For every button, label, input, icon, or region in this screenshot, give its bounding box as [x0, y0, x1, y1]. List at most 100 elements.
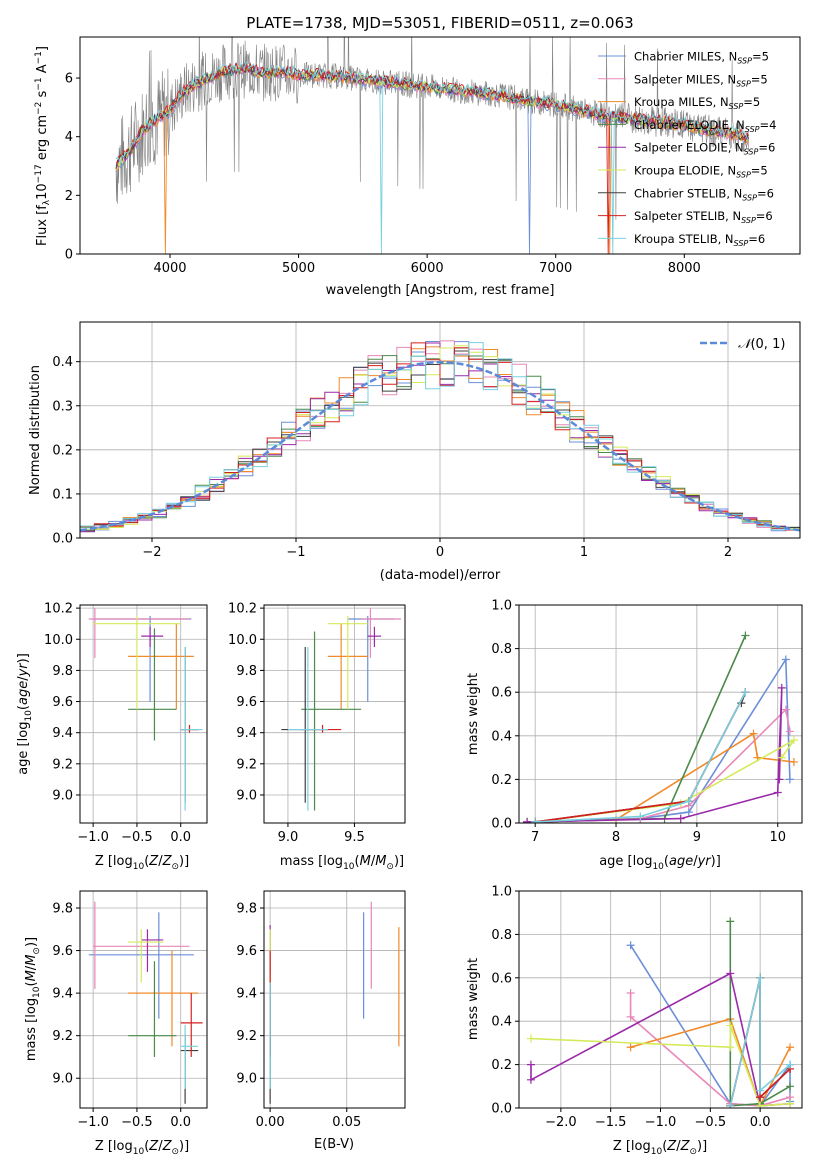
x-tick-label: 9: [693, 830, 701, 845]
legend-entry: Salpeter MILES, NSSP=5: [634, 72, 768, 88]
spectrum-frame: [79, 36, 801, 255]
x-tick-label: −0.5: [121, 830, 153, 845]
x-tick-label: 7000: [539, 261, 572, 276]
mass-vs-ebv-xlabel: E(B-V): [314, 1137, 354, 1152]
model-spectrum-chabrier-stelib: [115, 62, 750, 169]
y-tick-label: 9.4: [236, 987, 257, 1002]
mass-vs-z-frame: [79, 890, 208, 1109]
x-tick-label: 0.0: [170, 1115, 191, 1130]
y-tick-label: 0.8: [491, 642, 512, 657]
x-tick-label: −1.5: [595, 1115, 627, 1130]
mass-weight-marker: [531, 817, 540, 823]
x-tick-label: −0.5: [695, 1115, 727, 1130]
y-tick-label: 9.2: [236, 757, 257, 772]
y-tick-label: 9.8: [236, 664, 257, 679]
y-tick-label: 9.0: [52, 788, 73, 803]
y-tick-label: 9.0: [236, 788, 257, 803]
mass-weight-marker: [786, 1060, 795, 1069]
y-tick-label: 1.0: [491, 599, 512, 614]
spectrum-panel: PLATE=1738, MJD=53051, FIBERID=0511, z=0…: [34, 14, 801, 298]
age-vs-mass-frame: [263, 604, 406, 824]
mass-weight-marker: [626, 988, 635, 997]
y-tick-label: 9.8: [52, 902, 73, 917]
mass-weight-marker: [749, 729, 758, 738]
age-vs-mass-xlabel: mass [log10(M/M⊙)]: [280, 854, 404, 872]
age-vs-z-xlabel: Z [log10(Z/Z⊙)]: [95, 854, 189, 872]
x-tick-label: 0.0: [170, 830, 191, 845]
mass-weight-marker: [741, 631, 750, 640]
x-tick-label: 0.00: [256, 1115, 285, 1130]
y-tick-label: 10.2: [44, 602, 73, 617]
y-tick-label: 9.2: [236, 1029, 257, 1044]
y-tick-label: 9.8: [52, 664, 73, 679]
y-tick-label: 1.0: [491, 885, 512, 900]
x-tick-label: 0.05: [332, 1115, 361, 1130]
x-tick-label: 8: [612, 830, 620, 845]
mass-weight-marker: [786, 1082, 795, 1091]
legend-entry: Chabrier ELODIE, NSSP=4: [634, 118, 776, 134]
mass-weight-marker: [726, 1101, 735, 1108]
y-tick-label: 9.6: [236, 695, 257, 710]
spectrum-xlabel: wavelength [Angstrom, rest frame]: [326, 283, 555, 298]
mass-weight-marker: [626, 1012, 635, 1021]
x-tick-label: 2: [724, 545, 732, 560]
spectrum-data: [115, 37, 750, 254]
x-tick-label: 9.0: [278, 830, 299, 845]
y-tick-label: 0.8: [491, 928, 512, 943]
weight-vs-age-frame: [518, 604, 803, 824]
mass-weight-marker: [741, 688, 750, 697]
residual-histograms: [80, 340, 800, 533]
model-spectrum-kroupa-stelib: [115, 61, 749, 254]
mass-weight-marker: [526, 1060, 535, 1069]
x-tick-label: 5000: [282, 261, 315, 276]
mass-vs-ebv-frame: [263, 890, 406, 1109]
legend-entry: Chabrier MILES, NSSP=5: [634, 50, 769, 66]
x-tick-label: 1: [580, 545, 588, 560]
mass-weight-marker: [775, 775, 784, 784]
mass-vs-z-panel: −1.0 −0.5 0.0 9.0 9.2 9.4 9.6 9.8 Z [log10(Z/Z⊙…: [24, 890, 208, 1157]
y-tick-label: 9.0: [52, 1072, 73, 1087]
y-tick-label: 0.0: [491, 1102, 512, 1117]
mass-weight-marker: [676, 814, 685, 823]
y-tick-label: 0: [65, 248, 73, 263]
x-tick-label: 6000: [411, 261, 444, 276]
mass-weight-marker: [523, 817, 532, 823]
mass-weight-marker: [626, 941, 635, 950]
mass-weight-line: [729, 921, 791, 1107]
y-tick-label: 0.4: [52, 355, 73, 370]
y-tick-label: 0.2: [491, 1058, 512, 1073]
y-tick-label: 6: [65, 72, 73, 87]
x-tick-label: 7: [531, 830, 539, 845]
weight-vs-age-ylabel: mass weight: [466, 673, 481, 755]
mass-weight-marker: [684, 797, 693, 806]
y-tick-label: 2: [65, 189, 73, 204]
mass-weight-marker: [756, 1086, 765, 1095]
mass-weight-marker: [756, 1101, 765, 1108]
mass-weight-marker: [789, 757, 798, 766]
y-tick-label: 9.6: [52, 944, 73, 959]
residual-xlabel: (data-model)/error: [380, 568, 501, 583]
weight-vs-age-xlabel: age [log10(age/yr)]: [599, 854, 721, 872]
weight-vs-z-ylabel: mass weight: [466, 958, 481, 1040]
mass-weight-marker: [726, 1043, 735, 1052]
mass-vs-z-ylabel: mass [log10(M/M⊙)]: [24, 937, 42, 1061]
y-tick-label: 10.2: [228, 602, 257, 617]
legend-entry: Salpeter ELODIE, NSSP=6: [634, 141, 775, 157]
y-tick-label: 9.4: [52, 987, 73, 1002]
mass-weight-marker: [756, 973, 765, 982]
gaussian-reference-curve: [80, 360, 800, 532]
residual-panel: 𝒩(0, 1) −2 −1 0 1 2 0.0 0.1 0.2 0.3 0.4 (data-mod…: [28, 321, 801, 583]
y-tick-label: 9.6: [52, 695, 73, 710]
gaussian-legend-label: 𝒩(0, 1): [738, 337, 785, 352]
mass-weight-marker: [781, 655, 790, 664]
weight-vs-z-panel: −2.0 −1.5 −1.0 −0.5 0.0 0.0 0.2 0.4 0.6 0.8 1.0 Z …: [466, 885, 803, 1157]
y-tick-label: 0.6: [491, 686, 512, 701]
legend-entry: Kroupa STELIB, NSSP=6: [634, 232, 765, 248]
legend-entry: Salpeter STELIB, NSSP=6: [634, 209, 773, 225]
spectrum-legend: Chabrier MILES, NSSP=5 Salpeter MILES, NS…: [598, 50, 776, 248]
y-tick-label: 0.4: [491, 1015, 512, 1030]
y-tick-label: 0.6: [491, 971, 512, 986]
mass-weight-marker: [785, 727, 794, 736]
y-tick-label: 9.6: [236, 944, 257, 959]
